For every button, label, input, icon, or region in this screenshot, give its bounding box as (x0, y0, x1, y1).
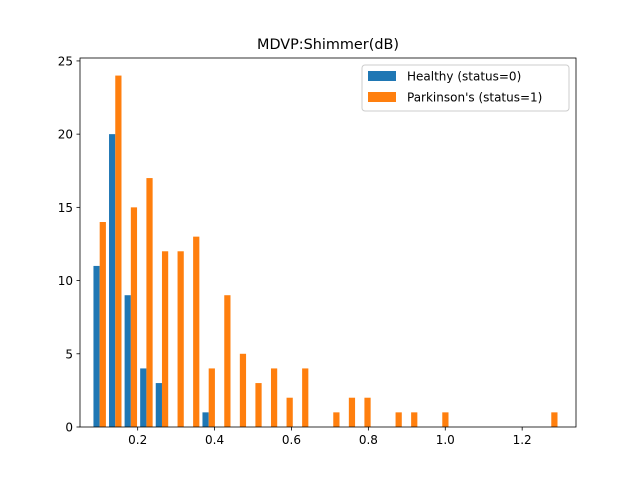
legend-swatch-parkinsons (368, 92, 396, 102)
x-tick-label: 0.2 (128, 433, 147, 447)
bar-parkinsons-bin-9 (239, 353, 247, 427)
y-tick-label: 0 (65, 421, 73, 435)
bar-parkinsons-bin-6 (193, 236, 200, 427)
bar-parkinsons-bin-29 (551, 412, 558, 427)
legend-label-parkinsons: Parkinson's (status=1) (407, 91, 542, 105)
bar-parkinsons-bin-10 (255, 383, 262, 427)
bar-parkinsons-bin-17 (364, 397, 371, 427)
y-tick-label: 5 (65, 347, 73, 361)
bar-parkinsons-bin-12 (286, 397, 293, 427)
bar-parkinsons-bin-16 (348, 397, 356, 427)
y-tick-label: 25 (58, 54, 73, 68)
chart-title: MDVP:Shimmer(dB) (257, 37, 399, 53)
legend: Healthy (status=0) Parkinson's (status=1) (361, 64, 570, 112)
x-tick-label: 1.2 (513, 433, 532, 447)
y-tick-label: 15 (58, 201, 73, 215)
bar-healthy-bin-2 (124, 295, 131, 427)
bar-healthy-bin-0 (93, 265, 100, 427)
bar-parkinsons-bin-22 (442, 412, 449, 427)
x-tick-label: 0.8 (359, 433, 378, 447)
legend-label-healthy: Healthy (status=0) (407, 70, 521, 84)
x-tick-label: 1.0 (436, 433, 455, 447)
bar-parkinsons-bin-2 (130, 207, 138, 427)
bar-parkinsons-bin-7 (208, 368, 215, 427)
axes-group: 0.2 0.4 0.6 0.8 1.0 1.2 0 5 10 15 20 25 (58, 54, 577, 447)
bar-parkinsons-bin-20 (411, 412, 418, 427)
bar-parkinsons-bin-19 (395, 412, 402, 427)
bar-parkinsons-bin-15 (333, 412, 340, 427)
bar-parkinsons-bin-8 (224, 295, 231, 427)
y-tick-label: 10 (58, 274, 73, 288)
x-tick-label: 0.4 (205, 433, 224, 447)
legend-box (361, 64, 570, 112)
bar-healthy-bin-3 (140, 368, 147, 427)
bar-healthy-bin-7 (202, 412, 209, 427)
bar-parkinsons-bin-11 (270, 368, 278, 427)
bar-parkinsons-bin-0 (99, 222, 106, 427)
bar-parkinsons-bin-3 (146, 178, 153, 427)
bar-parkinsons-bin-4 (161, 251, 169, 427)
bar-parkinsons-bin-5 (177, 251, 184, 427)
legend-swatch-healthy (368, 71, 396, 81)
bar-healthy-bin-1 (109, 134, 116, 427)
y-tick-label: 20 (58, 128, 73, 142)
bar-healthy-bin-4 (155, 383, 162, 427)
plot-frame (79, 57, 577, 428)
bar-parkinsons-bin-1 (115, 75, 122, 428)
bar-parkinsons-bin-13 (302, 368, 309, 427)
bars-group (93, 75, 558, 428)
x-tick-label: 0.6 (282, 433, 301, 447)
